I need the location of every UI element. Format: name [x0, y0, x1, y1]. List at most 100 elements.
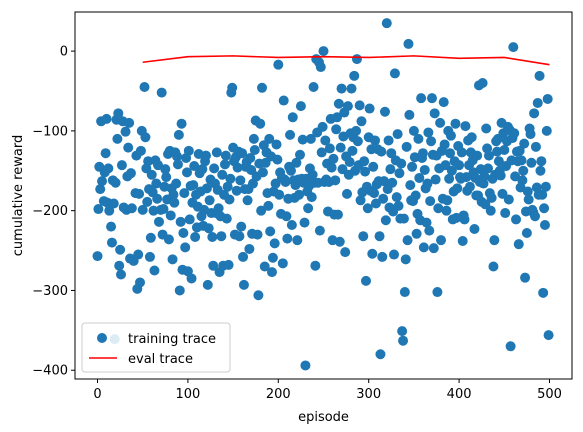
data-point	[178, 228, 189, 238]
data-point	[392, 129, 403, 140]
data-point	[342, 101, 353, 112]
data-point	[511, 214, 522, 225]
data-point	[435, 117, 446, 128]
x-tick-label: 500	[537, 387, 562, 402]
data-point	[355, 195, 366, 206]
data-point	[421, 217, 432, 228]
data-point	[175, 216, 186, 227]
data-point	[489, 235, 500, 246]
data-point	[485, 205, 496, 216]
data-point	[399, 287, 410, 298]
data-point	[265, 226, 276, 237]
data-point	[263, 200, 274, 211]
data-point	[183, 145, 194, 156]
data-point	[201, 183, 212, 194]
data-point	[430, 174, 441, 185]
data-point	[519, 138, 530, 149]
data-point	[318, 46, 329, 57]
y-tick-label: 0	[60, 45, 68, 60]
data-point	[174, 285, 185, 296]
data-point	[281, 211, 292, 222]
data-point	[255, 118, 266, 129]
data-point	[411, 228, 422, 239]
data-point	[156, 87, 167, 98]
data-point	[358, 231, 369, 242]
data-point	[379, 176, 390, 187]
data-point	[291, 157, 302, 168]
data-point	[523, 194, 534, 205]
data-point	[266, 267, 277, 278]
data-point	[336, 83, 347, 94]
y-axis-label: cumulative reward	[11, 135, 26, 256]
data-point	[227, 82, 238, 93]
data-point	[142, 196, 153, 207]
data-point	[97, 176, 108, 187]
data-point	[495, 170, 506, 181]
data-point	[297, 134, 308, 145]
data-point	[517, 175, 528, 186]
data-point	[167, 254, 178, 265]
data-point	[503, 194, 514, 205]
data-point	[351, 125, 362, 136]
data-point	[403, 38, 414, 49]
data-point	[530, 211, 541, 222]
data-point	[242, 195, 253, 206]
data-point	[389, 68, 400, 79]
data-point	[479, 171, 490, 182]
data-point	[292, 235, 303, 246]
data-point	[272, 154, 283, 165]
data-point	[93, 204, 104, 215]
data-point	[477, 78, 488, 89]
data-point	[184, 214, 195, 225]
data-point	[278, 95, 289, 106]
data-point	[334, 236, 345, 247]
data-point	[432, 287, 443, 298]
data-point	[172, 159, 183, 170]
data-point	[333, 98, 344, 109]
data-point	[380, 215, 391, 226]
data-point	[542, 93, 553, 104]
data-point	[158, 204, 169, 215]
data-point	[488, 261, 499, 272]
data-point	[95, 184, 106, 195]
data-point	[224, 194, 235, 205]
y-tick-label: −400	[32, 364, 68, 379]
data-point	[179, 188, 190, 199]
data-point	[442, 195, 453, 206]
data-point	[222, 181, 233, 192]
data-point	[285, 165, 296, 176]
plot-frame	[74, 11, 573, 380]
data-point	[116, 269, 127, 280]
data-point	[405, 180, 416, 191]
data-point	[394, 168, 405, 179]
data-point	[483, 150, 494, 161]
data-point	[145, 232, 156, 243]
data-point	[188, 180, 199, 191]
data-point	[540, 181, 551, 192]
data-point	[113, 108, 124, 119]
data-point	[209, 163, 220, 174]
data-point	[454, 160, 465, 171]
data-point	[303, 203, 314, 214]
data-point	[306, 192, 317, 203]
data-point	[286, 220, 297, 231]
data-point	[225, 173, 236, 184]
data-point	[235, 175, 246, 186]
data-point	[352, 136, 363, 147]
scatter-series	[92, 18, 554, 371]
data-point	[364, 103, 375, 114]
data-point	[381, 18, 392, 29]
data-point	[252, 229, 263, 240]
data-point	[197, 164, 208, 175]
data-point	[112, 133, 123, 144]
data-point	[219, 159, 230, 170]
data-point	[221, 213, 232, 224]
data-point	[135, 277, 145, 288]
data-point	[173, 129, 184, 140]
axis-ticks: 0 100 200 300 400 500 −400 −300 −200 −100 0	[32, 45, 562, 402]
data-point	[538, 287, 549, 298]
data-point	[486, 192, 497, 203]
data-point	[469, 224, 480, 235]
data-point	[273, 59, 284, 70]
data-point	[426, 136, 437, 147]
